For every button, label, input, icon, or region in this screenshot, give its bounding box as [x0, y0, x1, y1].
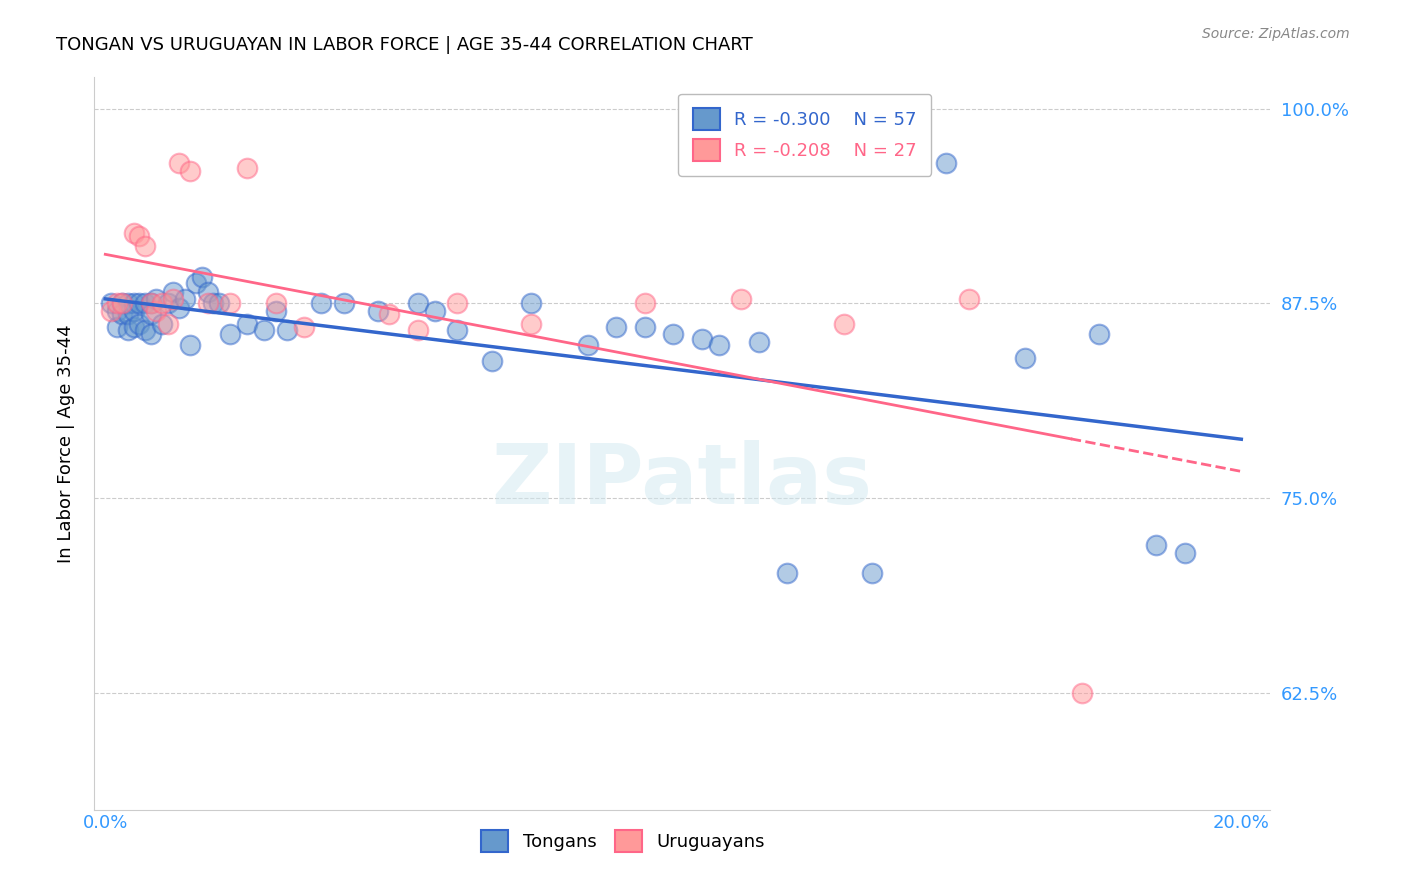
Point [150, 296, 173, 310]
Point [446, 323, 468, 337]
Point [264, 296, 287, 310]
Point [264, 304, 287, 318]
Point [139, 307, 162, 321]
Point [156, 296, 179, 310]
Point [105, 304, 128, 318]
Point [145, 304, 167, 318]
Point [179, 164, 201, 178]
Point [105, 319, 128, 334]
Point [134, 323, 156, 337]
Point [117, 323, 139, 337]
Point [105, 296, 128, 310]
Point [156, 317, 179, 331]
Point [208, 296, 231, 310]
Point [747, 335, 769, 350]
Point [122, 296, 145, 310]
Point [111, 307, 134, 321]
Text: Source: ZipAtlas.com: Source: ZipAtlas.com [1202, 27, 1350, 41]
Point [481, 354, 503, 368]
Y-axis label: In Labor Force | Age 35-44: In Labor Force | Age 35-44 [58, 324, 75, 563]
Point [446, 296, 468, 310]
Point [957, 292, 980, 306]
Point [236, 317, 259, 331]
Point [423, 304, 446, 318]
Point [605, 319, 627, 334]
Text: ZIPatlas: ZIPatlas [491, 440, 872, 521]
Point [276, 323, 298, 337]
Point [860, 566, 883, 580]
Point [139, 327, 162, 342]
Point [197, 285, 219, 300]
Point [690, 332, 713, 346]
Point [333, 296, 356, 310]
Point [150, 317, 173, 331]
Point [520, 296, 543, 310]
Point [707, 338, 730, 352]
Point [134, 238, 156, 252]
Text: TONGAN VS URUGUAYAN IN LABOR FORCE | AGE 35-44 CORRELATION CHART: TONGAN VS URUGUAYAN IN LABOR FORCE | AGE… [56, 36, 754, 54]
Point [253, 323, 276, 337]
Point [197, 296, 219, 310]
Point [179, 338, 201, 352]
Point [378, 307, 401, 321]
Point [309, 296, 332, 310]
Point [100, 304, 122, 318]
Point [111, 296, 134, 310]
Point [100, 296, 122, 310]
Point [1088, 327, 1111, 342]
Point [1071, 686, 1094, 700]
Point [111, 296, 134, 310]
Point [219, 296, 242, 310]
Point [202, 296, 225, 310]
Point [236, 161, 259, 175]
Point [128, 317, 150, 331]
Point [832, 317, 855, 331]
Point [117, 307, 139, 321]
Point [122, 304, 145, 318]
Point [167, 301, 190, 315]
Point [134, 296, 156, 310]
Point [1144, 538, 1167, 552]
Point [128, 296, 150, 310]
Point [662, 327, 685, 342]
Point [292, 319, 315, 334]
Point [367, 304, 389, 318]
Point [117, 296, 139, 310]
Point [219, 327, 242, 342]
Point [634, 296, 657, 310]
Point [122, 226, 145, 240]
Point [145, 292, 167, 306]
Point [122, 319, 145, 334]
Point [776, 566, 799, 580]
Point [162, 285, 184, 300]
Point [935, 156, 957, 170]
Point [139, 296, 162, 310]
Point [730, 292, 752, 306]
Point [191, 269, 214, 284]
Point [406, 296, 429, 310]
Point [173, 292, 195, 306]
Legend: R = -0.300    N = 57, R = -0.208    N = 27: R = -0.300 N = 57, R = -0.208 N = 27 [679, 94, 931, 176]
Point [162, 292, 184, 306]
Point [1014, 351, 1036, 365]
Point [634, 319, 657, 334]
Point [167, 156, 190, 170]
Point [139, 296, 162, 310]
Point [520, 317, 543, 331]
Point [1173, 545, 1195, 559]
Point [128, 229, 150, 244]
Point [406, 323, 429, 337]
Point [576, 338, 599, 352]
Point [186, 276, 208, 290]
